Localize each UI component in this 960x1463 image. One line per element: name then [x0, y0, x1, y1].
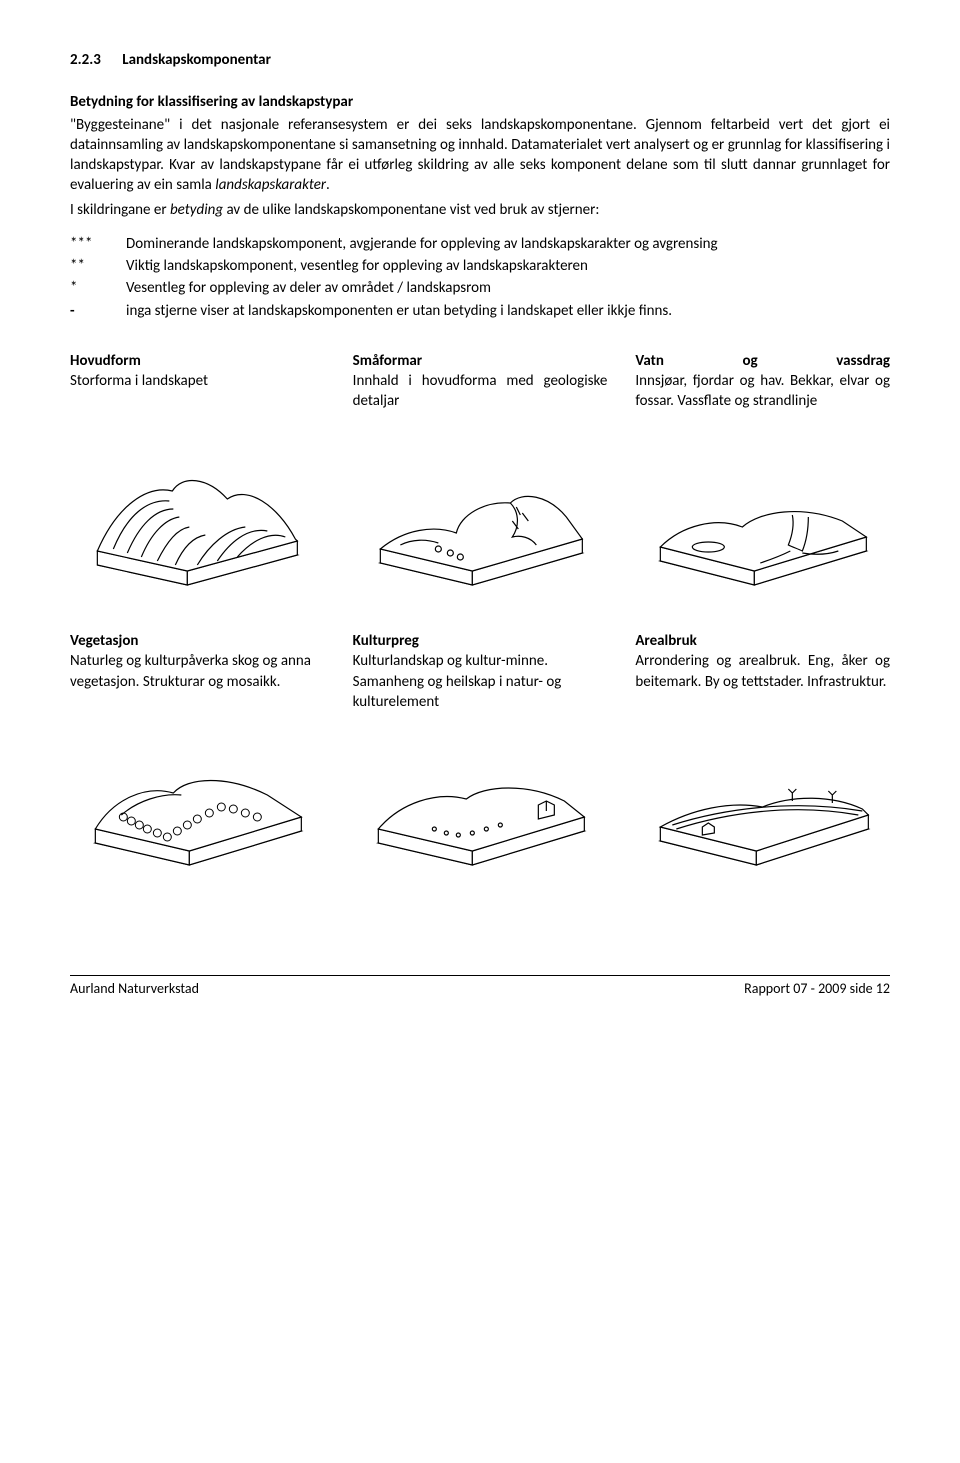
- star-val: Vesentleg for oppleving av deler av områ…: [126, 278, 890, 298]
- vatn-title-b: og: [742, 351, 757, 371]
- star-row: *** Dominerande landskapskomponent, avgj…: [70, 234, 890, 254]
- star-val: Viktig landskapskomponent, vesentleg for…: [126, 256, 890, 276]
- footer-right: Rapport 07 - 2009 side 12: [744, 980, 890, 999]
- terrain-block-icon: [635, 735, 890, 875]
- section-title: Landskapskomponentar: [122, 51, 271, 69]
- star-key: -: [70, 301, 126, 321]
- component-vegetasjon: Vegetasjon Naturleg og kulturpåverka sko…: [70, 631, 325, 875]
- section-number: 2.2.3: [70, 51, 101, 69]
- terrain-block-icon: [353, 455, 608, 595]
- page-footer: Aurland Naturverkstad Rapport 07 - 2009 …: [70, 975, 890, 999]
- star-val: Dominerande landskapskomponent, avgjeran…: [126, 234, 890, 254]
- star-key: **: [70, 256, 126, 276]
- component-desc: Naturleg og kulturpåverka skog og anna v…: [70, 651, 325, 729]
- vatn-diagram: [635, 455, 890, 595]
- section-header: 2.2.3 Landskapskomponentar: [70, 50, 890, 70]
- intro-paragraph-2: I skildringane er betyding av de ulike l…: [70, 200, 890, 220]
- component-title: Vegetasjon: [70, 631, 325, 651]
- component-desc: Kulturlandskap og kultur-minne. Samanhen…: [353, 651, 608, 729]
- component-desc: Innhald i hovudforma med geologiske deta…: [353, 371, 608, 449]
- component-title: Småformar: [353, 351, 608, 371]
- components-row-1: Hovudform Storforma i landskapet: [70, 351, 890, 595]
- terrain-block-icon: [70, 455, 325, 595]
- component-title: Arealbruk: [635, 631, 890, 651]
- component-kulturpreg: Kulturpreg Kulturlandskap og kultur-minn…: [353, 631, 608, 875]
- intro-p1-em: landskapskarakter: [215, 176, 326, 194]
- component-desc: Innsjøar, fjordar og hav. Bekkar, elvar …: [635, 371, 890, 449]
- star-key: ***: [70, 234, 126, 254]
- intro-paragraph-1: "Byggesteinane" i det nasjonale referans…: [70, 115, 890, 196]
- vatn-title-a: Vatn: [635, 351, 664, 371]
- intro-p1-text: "Byggesteinane" i det nasjonale referans…: [70, 116, 890, 195]
- vegetasjon-diagram: [70, 735, 325, 875]
- component-desc: Storforma i landskapet: [70, 371, 325, 449]
- component-title: Hovudform: [70, 351, 325, 371]
- kulturpreg-diagram: [353, 735, 608, 875]
- terrain-block-icon: [635, 455, 890, 595]
- star-row: ** Viktig landskapskomponent, vesentleg …: [70, 256, 890, 276]
- star-legend: *** Dominerande landskapskomponent, avgj…: [70, 234, 890, 321]
- vatn-title-c: vassdrag: [836, 351, 890, 371]
- intro-p2b: av de ulike landskapskomponentane vist v…: [223, 201, 599, 219]
- arealbruk-diagram: [635, 735, 890, 875]
- intro-p1-tail: .: [326, 176, 330, 194]
- components-row-2: Vegetasjon Naturleg og kulturpåverka sko…: [70, 631, 890, 875]
- component-title: Vatn og vassdrag: [635, 351, 890, 371]
- component-smaformar: Småformar Innhald i hovudforma med geolo…: [353, 351, 608, 595]
- component-hovudform: Hovudform Storforma i landskapet: [70, 351, 325, 595]
- smaformar-diagram: [353, 455, 608, 595]
- component-desc: Arrondering og arealbruk. Eng, åker og b…: [635, 651, 890, 729]
- star-key: *: [70, 278, 126, 298]
- star-val: inga stjerne viser at landskapskomponent…: [126, 301, 890, 321]
- terrain-block-icon: [353, 735, 608, 875]
- intro-p2-em: betyding: [170, 201, 223, 219]
- star-row: - inga stjerne viser at landskapskompone…: [70, 301, 890, 321]
- component-vatn: Vatn og vassdrag Innsjøar, fjordar og ha…: [635, 351, 890, 595]
- intro-subheader: Betydning for klassifisering av landskap…: [70, 92, 890, 112]
- component-title: Kulturpreg: [353, 631, 608, 651]
- component-arealbruk: Arealbruk Arrondering og arealbruk. Eng,…: [635, 631, 890, 875]
- intro-p2a: I skildringane er: [70, 201, 170, 219]
- footer-left: Aurland Naturverkstad: [70, 980, 199, 999]
- hovudform-diagram: [70, 455, 325, 595]
- terrain-block-icon: [70, 735, 325, 875]
- star-row: * Vesentleg for oppleving av deler av om…: [70, 278, 890, 298]
